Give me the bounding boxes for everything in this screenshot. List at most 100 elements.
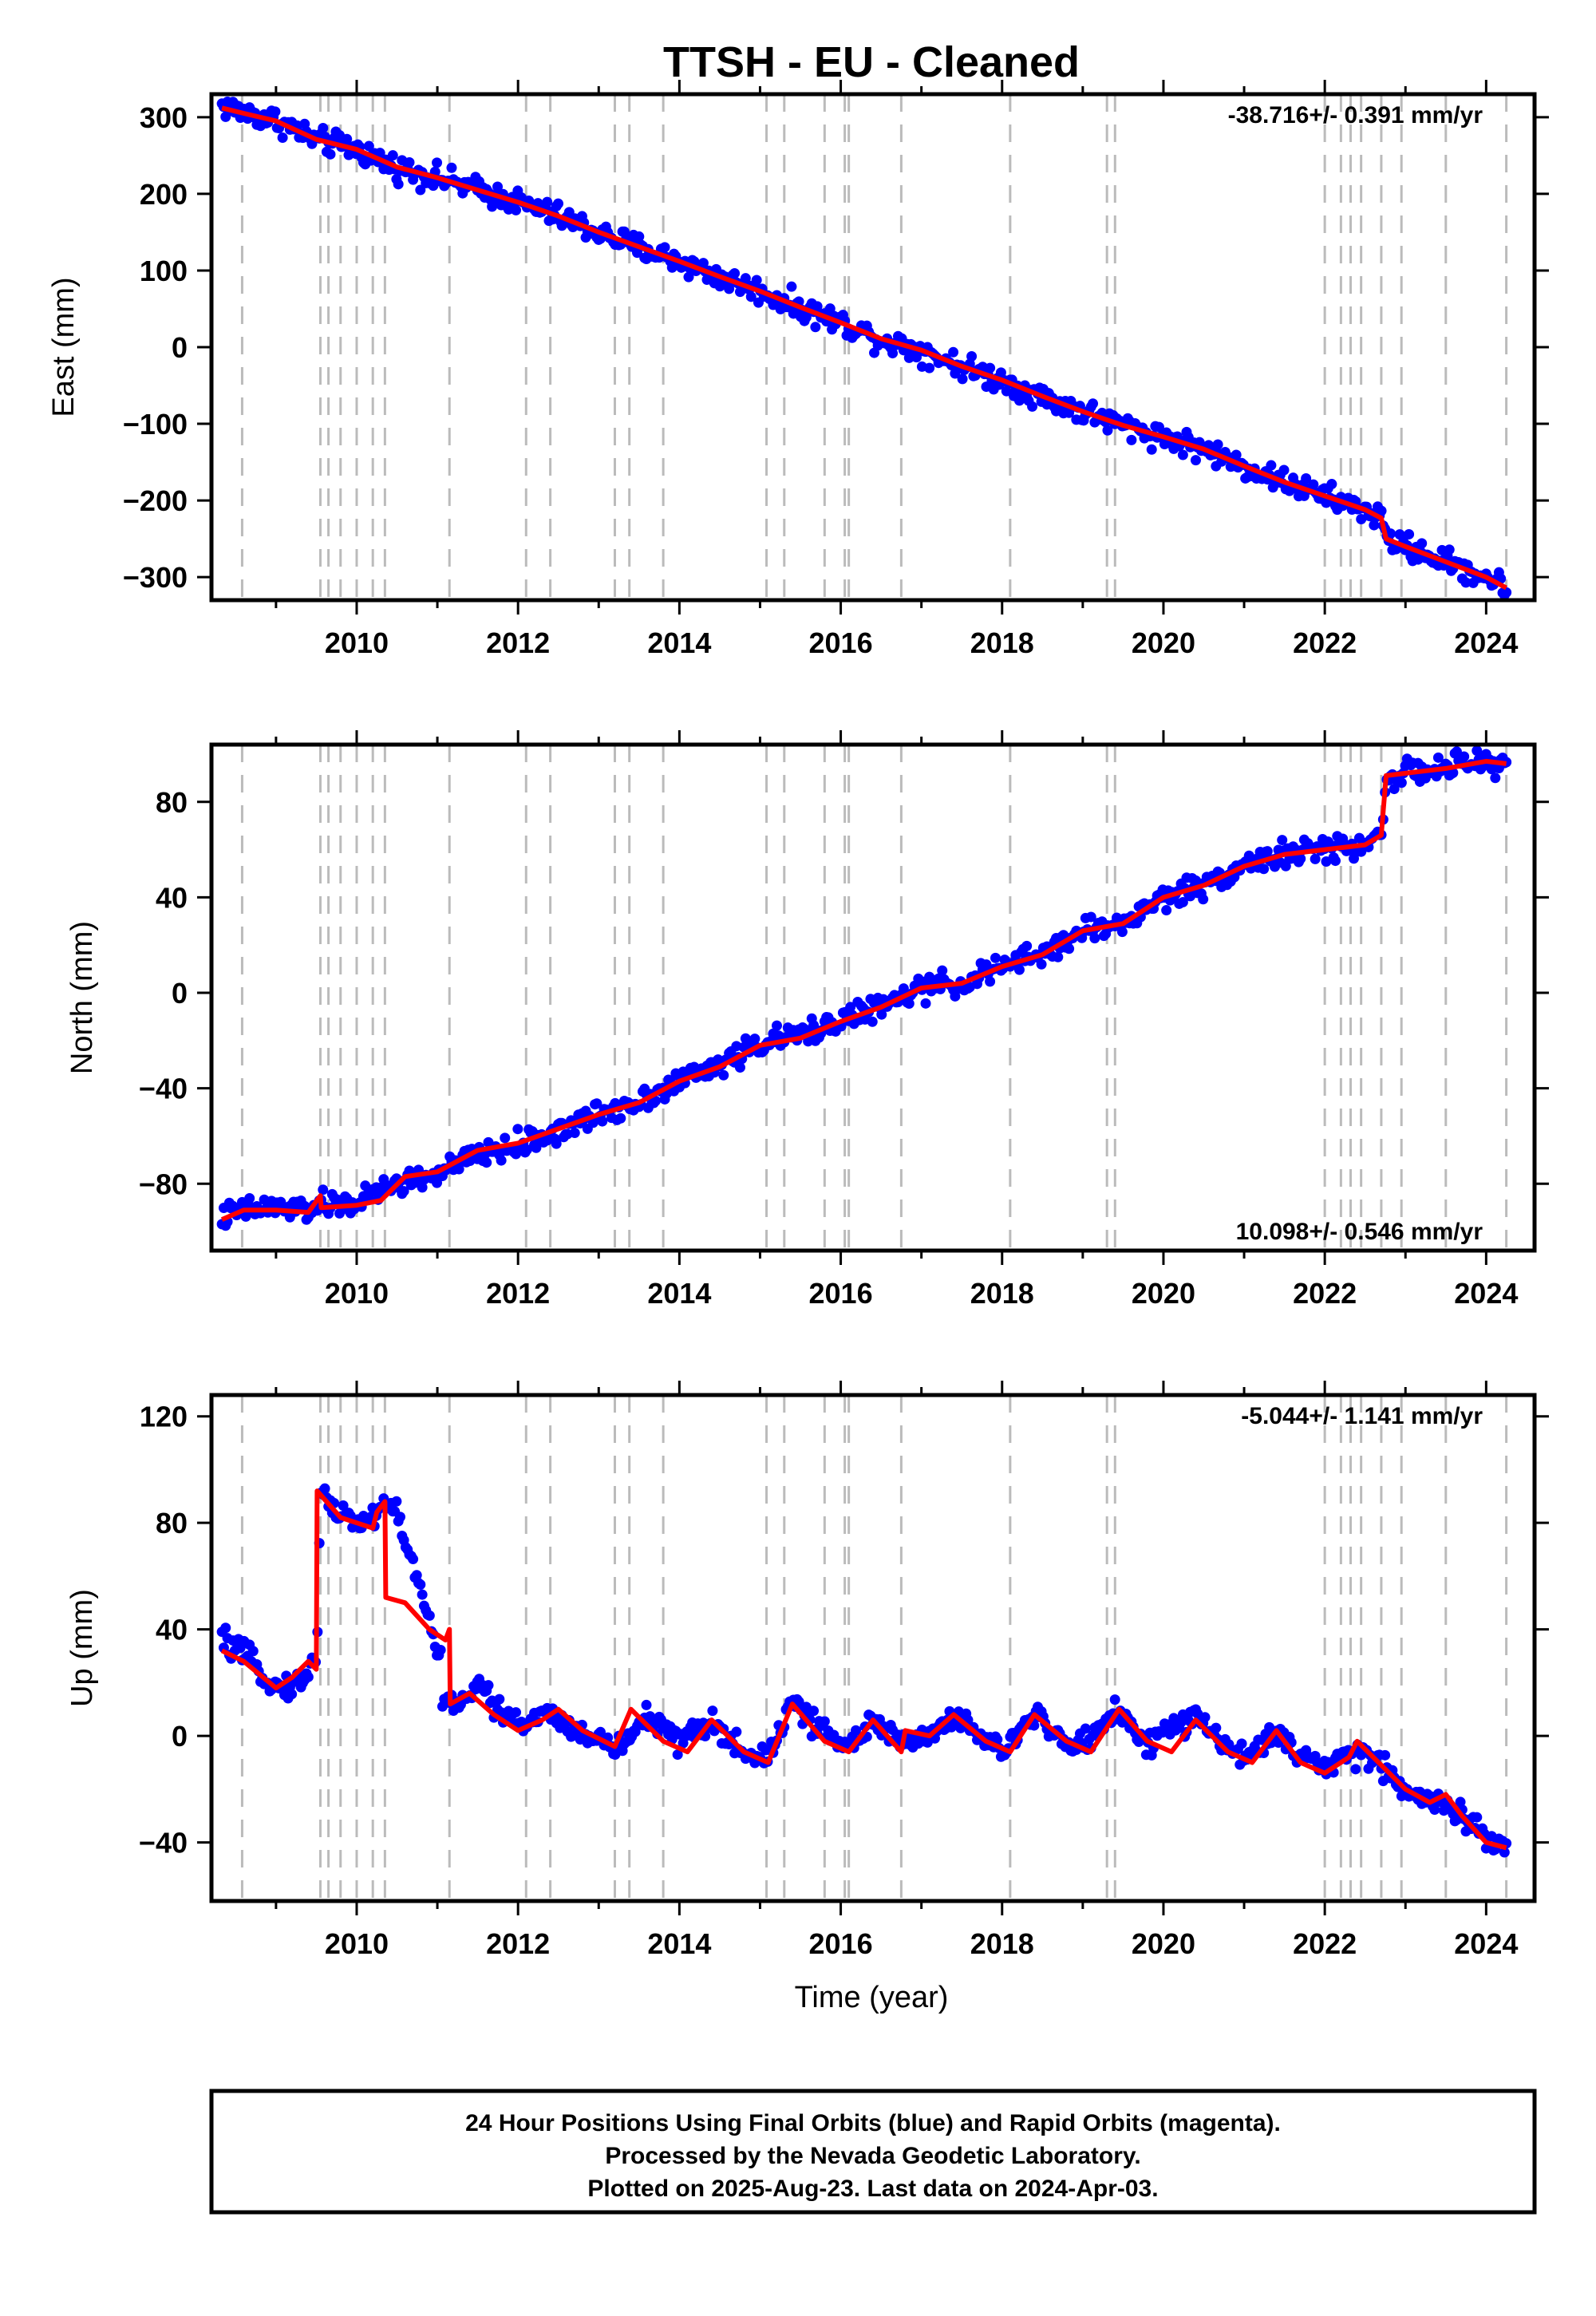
data-point bbox=[1146, 444, 1157, 455]
data-point bbox=[1198, 894, 1209, 905]
north-plot-frame bbox=[209, 742, 1537, 1253]
velocity-label: -38.716+/- 0.391 mm/yr bbox=[1228, 102, 1483, 128]
data-point bbox=[749, 1034, 760, 1045]
x-tick-label: 2010 bbox=[325, 1277, 389, 1310]
y-tick-label: −200 bbox=[123, 484, 188, 517]
data-point bbox=[1064, 943, 1075, 954]
data-point bbox=[453, 1164, 464, 1175]
x-tick-label: 2016 bbox=[809, 626, 873, 659]
y-tick-label: 40 bbox=[156, 1614, 188, 1646]
data-point bbox=[718, 1069, 729, 1081]
north-daily-points bbox=[216, 745, 1512, 1231]
data-point bbox=[1380, 1749, 1391, 1761]
data-point bbox=[1089, 933, 1100, 944]
data-point bbox=[1236, 1738, 1247, 1749]
data-point bbox=[1036, 958, 1047, 970]
data-point bbox=[1190, 455, 1201, 466]
data-point bbox=[1460, 577, 1472, 588]
data-point bbox=[634, 231, 645, 242]
data-point bbox=[1258, 864, 1270, 875]
data-point bbox=[494, 1694, 505, 1705]
data-point bbox=[1177, 449, 1188, 460]
data-point bbox=[500, 1132, 511, 1144]
x-tick-label: 2014 bbox=[647, 1277, 711, 1310]
data-point bbox=[1085, 911, 1096, 923]
x-tick-label: 2022 bbox=[1293, 626, 1357, 659]
data-point bbox=[887, 348, 899, 359]
y-tick-label: 100 bbox=[140, 255, 188, 287]
data-point bbox=[1053, 951, 1064, 962]
x-tick-label: 2020 bbox=[1132, 1927, 1195, 1960]
data-point bbox=[1444, 544, 1455, 555]
data-point bbox=[786, 281, 797, 292]
data-point bbox=[948, 346, 959, 358]
footer-box: 24 Hour Positions Using Final Orbits (bl… bbox=[209, 2089, 1537, 2215]
data-point bbox=[615, 1113, 626, 1124]
data-point bbox=[731, 1726, 742, 1737]
data-point bbox=[325, 148, 336, 160]
data-point bbox=[772, 1020, 783, 1031]
data-point bbox=[1472, 1812, 1483, 1823]
y-tick-label: 0 bbox=[172, 977, 188, 1010]
x-tick-label: 2018 bbox=[970, 1277, 1034, 1310]
data-point bbox=[1126, 434, 1137, 445]
data-point bbox=[697, 258, 709, 269]
data-point bbox=[597, 1116, 608, 1127]
data-point bbox=[387, 150, 398, 161]
data-point bbox=[985, 362, 996, 373]
x-tick-label: 2012 bbox=[486, 626, 550, 659]
data-point bbox=[641, 1699, 652, 1710]
y-tick-label: 300 bbox=[140, 101, 188, 134]
data-point bbox=[1001, 385, 1012, 397]
y-tick-label: −40 bbox=[139, 1073, 188, 1105]
data-point bbox=[920, 998, 931, 1009]
data-point bbox=[729, 267, 741, 279]
x-tick-label: 2022 bbox=[1293, 1927, 1357, 1960]
up-daily-points bbox=[216, 1483, 1512, 1858]
data-point bbox=[1499, 1847, 1510, 1858]
data-point bbox=[318, 1184, 329, 1196]
up-panel: 2010 2012 2014 2016 2018 2020 2022 2024 120 80 40 0… bbox=[65, 1381, 1549, 1960]
data-point bbox=[220, 1622, 231, 1634]
data-point bbox=[270, 106, 281, 117]
y-tick-label: −80 bbox=[139, 1168, 188, 1200]
x-tick-label: 2024 bbox=[1454, 1277, 1518, 1310]
x-tick-label: 2018 bbox=[970, 1927, 1034, 1960]
x-axis-label: Time (year) bbox=[795, 1981, 949, 2014]
data-point bbox=[1459, 751, 1470, 762]
data-point bbox=[990, 952, 1001, 963]
y-tick-label: 0 bbox=[172, 331, 188, 364]
velocity-label: -5.044+/- 1.141 mm/yr bbox=[1241, 1403, 1483, 1429]
data-point bbox=[1278, 464, 1290, 476]
data-point bbox=[334, 1207, 346, 1219]
data-point bbox=[1161, 905, 1172, 916]
data-point bbox=[511, 1707, 522, 1718]
y-axis-label: North (mm) bbox=[65, 921, 99, 1074]
data-point bbox=[1416, 538, 1428, 549]
x-tick-label: 2016 bbox=[809, 1277, 873, 1310]
data-point bbox=[424, 1610, 435, 1621]
data-point bbox=[1301, 472, 1312, 484]
y-tick-label: 200 bbox=[140, 178, 188, 211]
data-point bbox=[432, 157, 443, 168]
data-point bbox=[299, 1200, 310, 1211]
data-point bbox=[1153, 421, 1164, 433]
data-point bbox=[1310, 853, 1321, 864]
data-point bbox=[707, 1705, 718, 1717]
data-point bbox=[1329, 856, 1341, 867]
up-model-line bbox=[220, 1488, 1507, 1851]
data-point bbox=[1088, 398, 1099, 409]
x-tick-label: 2014 bbox=[647, 626, 711, 659]
y-axis-label: Up (mm) bbox=[65, 1589, 99, 1707]
data-point bbox=[810, 322, 821, 333]
data-point bbox=[1013, 964, 1025, 975]
x-tick-label: 2016 bbox=[809, 1927, 873, 1960]
data-point bbox=[650, 1095, 662, 1106]
x-tick-label: 2020 bbox=[1132, 626, 1195, 659]
up-plot-frame bbox=[209, 1393, 1537, 1903]
east-model-line bbox=[221, 105, 1508, 591]
data-point bbox=[338, 1500, 349, 1511]
data-point bbox=[394, 1512, 405, 1523]
data-point bbox=[417, 1589, 428, 1600]
